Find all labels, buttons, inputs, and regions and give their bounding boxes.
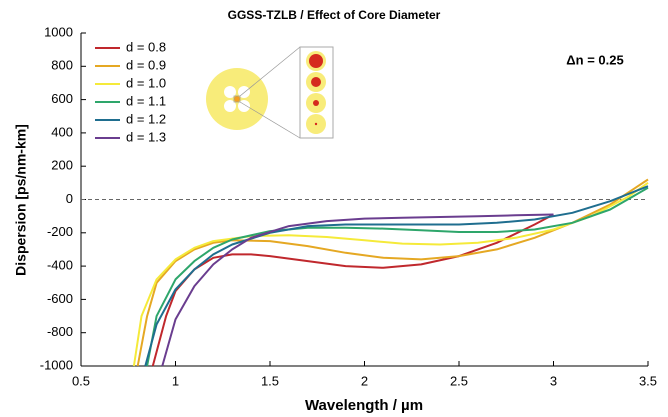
series-line: [161, 213, 554, 367]
x-tick-label: 0.5: [72, 373, 90, 388]
legend-label: d = 0.8: [126, 39, 166, 54]
legend-label: d = 1.3: [126, 129, 166, 144]
y-tick-label: -400: [47, 258, 73, 273]
y-tick-label: -200: [47, 224, 73, 239]
series-line: [136, 178, 649, 367]
air-hole: [224, 86, 236, 98]
zoom-line: [239, 101, 301, 139]
y-tick-label: 600: [51, 91, 73, 106]
air-hole: [224, 100, 236, 112]
core-example: [309, 54, 323, 68]
zoom-line: [239, 46, 301, 97]
y-tick-label: -1000: [40, 357, 73, 372]
y-tick-label: -600: [47, 291, 73, 306]
core-example: [313, 100, 319, 106]
x-axis-label: Wavelength / µm: [305, 397, 423, 414]
core-example: [311, 77, 321, 87]
legend-label: d = 1.0: [126, 75, 166, 90]
x-tick-label: 1.5: [261, 373, 279, 388]
fiber-inset: [206, 46, 334, 139]
core-example: [314, 122, 318, 126]
series-line: [146, 186, 649, 367]
chart-title: GGSS-TZLB / Effect of Core Diameter: [228, 8, 441, 22]
x-tick-label: 2: [361, 373, 368, 388]
y-tick-label: 1000: [44, 24, 73, 39]
legend-label: d = 1.1: [126, 93, 166, 108]
series-line: [132, 181, 649, 367]
y-tick-label: 400: [51, 124, 73, 139]
series-line: [151, 213, 554, 367]
x-tick-label: 3.5: [639, 373, 657, 388]
y-axis-label: Dispersion [ps/nm-km]: [13, 124, 29, 276]
annotation: Δn = 0.25: [566, 52, 623, 67]
legend-label: d = 0.9: [126, 57, 166, 72]
zoom-box: [233, 95, 241, 103]
x-tick-label: 3: [550, 373, 557, 388]
y-tick-label: 0: [66, 191, 73, 206]
y-tick-label: 200: [51, 158, 73, 173]
y-tick-label: -800: [47, 324, 73, 339]
x-tick-label: 1: [172, 373, 179, 388]
y-tick-label: 800: [51, 58, 73, 73]
core: [234, 96, 240, 102]
x-tick-label: 2.5: [450, 373, 468, 388]
legend-label: d = 1.2: [126, 111, 166, 126]
series-line: [144, 185, 649, 367]
